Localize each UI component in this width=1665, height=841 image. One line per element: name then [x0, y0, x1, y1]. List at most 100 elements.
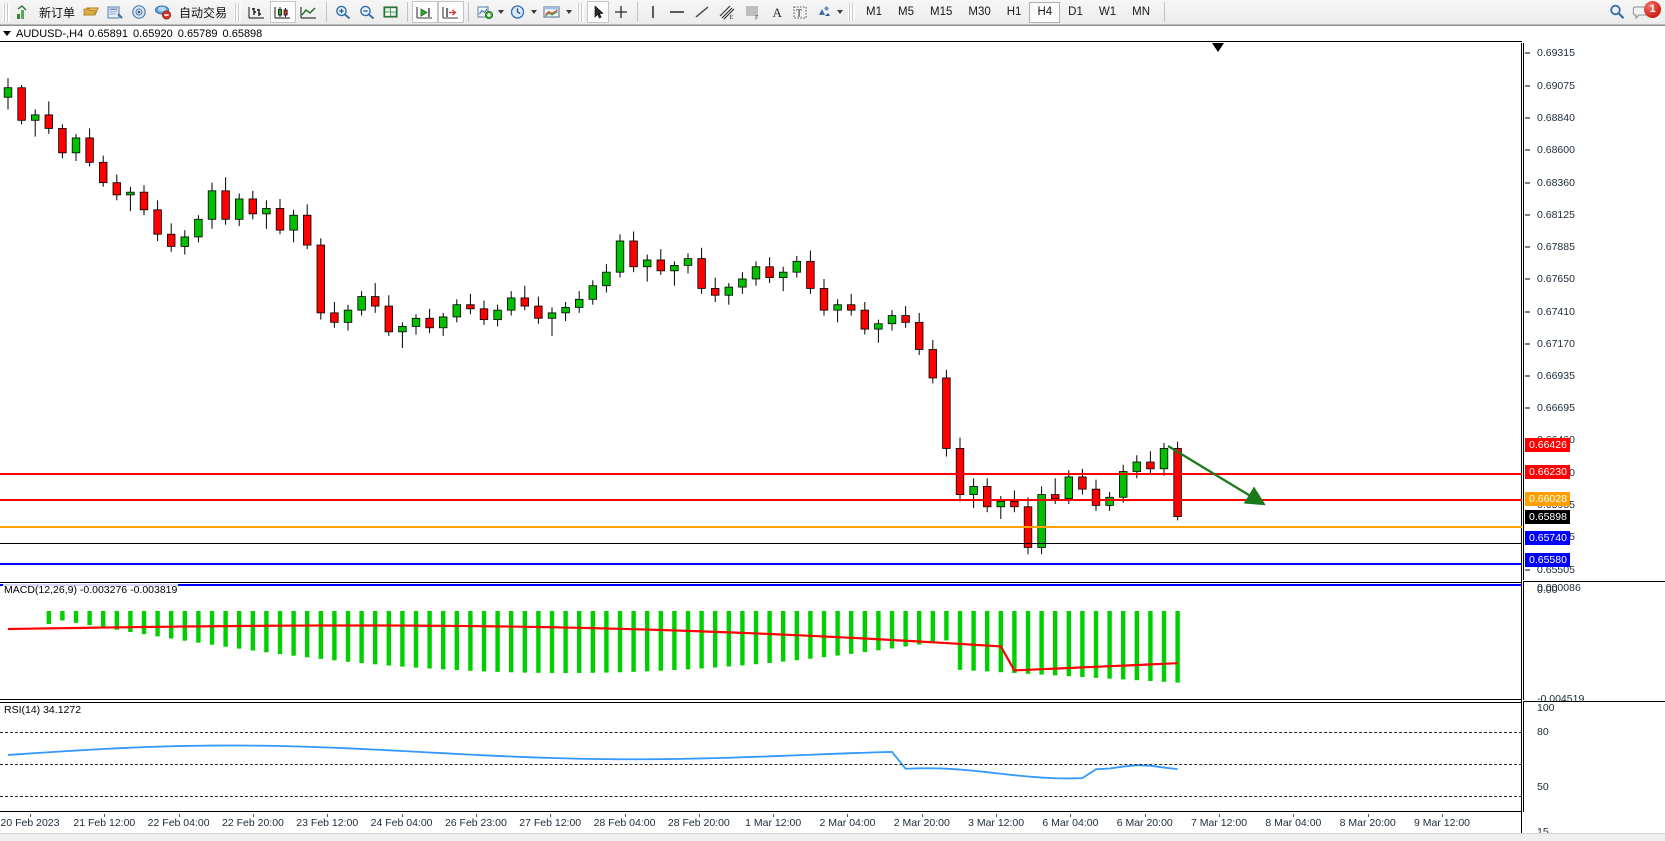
price-tick-mark — [1525, 117, 1530, 119]
time-tick-label: 23 Feb 12:00 — [296, 817, 359, 829]
autotrade-label[interactable]: 自动交易 — [179, 5, 228, 20]
svg-text:F: F — [755, 16, 759, 21]
price-axis[interactable]: 0.69315 0.69075 0.68840 0.68600 0.68360 0.681… — [1523, 43, 1665, 841]
price-level-tag[interactable]: 0.66426 — [1525, 437, 1570, 452]
toolbar-grip-2[interactable] — [234, 2, 242, 22]
time-tick-label: 8 Mar 04:00 — [1265, 817, 1322, 829]
trend-arrow-annotation[interactable] — [0, 43, 1522, 580]
text-label-icon[interactable]: T — [788, 1, 812, 23]
indicators-icon[interactable] — [473, 1, 497, 23]
rsi-series — [7, 744, 1178, 780]
timeframe-m1[interactable]: M1 — [866, 6, 883, 18]
time-tick-mark — [327, 814, 329, 817]
search-icon[interactable] — [1605, 1, 1629, 23]
new-order-label[interactable]: 新订单 — [39, 5, 76, 20]
time-tick-mark — [847, 814, 849, 817]
time-tick-mark — [773, 814, 775, 817]
price-pane[interactable] — [0, 43, 1522, 586]
macd-series — [7, 611, 1180, 683]
chart-symbol-label: AUDUSD-,H4 — [16, 27, 84, 40]
tile-windows-icon[interactable] — [379, 1, 403, 23]
shapes-dropdown-caret[interactable] — [837, 10, 844, 14]
price-tick-mark — [1525, 182, 1530, 184]
timeframe-d1[interactable]: D1 — [1068, 6, 1083, 18]
price-tick-mark — [1525, 246, 1530, 248]
period-dropdown-caret[interactable] — [531, 10, 538, 14]
indicators-dropdown-caret[interactable] — [498, 10, 505, 14]
line-chart-icon[interactable] — [296, 1, 322, 23]
zoom-in-icon[interactable] — [331, 1, 355, 23]
toolbar-grip[interactable] — [3, 2, 10, 22]
shapes-icon[interactable] — [812, 1, 836, 23]
time-tick-mark — [550, 814, 552, 817]
time-tick-label: 3 Mar 12:00 — [968, 817, 1025, 829]
time-tick-mark — [1144, 814, 1146, 817]
text-icon[interactable]: A — [766, 1, 788, 23]
chart-window: AUDUSD-,H4 0.65891 0.65920 0.65789 0.658… — [0, 25, 1665, 841]
price-tick-label: 0.68840 — [1537, 111, 1575, 124]
bar-chart-icon[interactable] — [244, 1, 270, 23]
cursor-icon[interactable] — [587, 1, 610, 23]
chart-plot-area[interactable]: MACD(12,26,9) -0.003276 -0.003819 RSI(14… — [0, 43, 1522, 841]
price-level-tag[interactable]: 0.66028 — [1525, 491, 1570, 506]
timeframe-h4[interactable]: H4 — [1029, 1, 1061, 23]
templates-dropdown-caret[interactable] — [566, 10, 573, 14]
timeframe-w1[interactable]: W1 — [1098, 6, 1117, 18]
time-tick-mark — [475, 814, 477, 817]
chart-menu-caret-icon[interactable] — [3, 31, 11, 36]
time-tick-label: 8 Mar 20:00 — [1339, 817, 1396, 829]
timeframe-m15[interactable]: M15 — [930, 6, 953, 18]
level-line-066028 — [0, 526, 1522, 528]
time-tick-label: 6 Mar 04:00 — [1042, 817, 1099, 829]
price-level-tag[interactable]: 0.66230 — [1525, 464, 1570, 479]
price-level-tag[interactable]: 0.65740 — [1525, 530, 1570, 545]
time-tick-mark — [178, 814, 180, 817]
svg-text:E: E — [730, 15, 734, 20]
time-tick-label: 7 Mar 12:00 — [1191, 817, 1248, 829]
crosshair-icon[interactable] — [609, 1, 633, 23]
shift-end-icon[interactable] — [412, 1, 439, 23]
price-tick-label: 0.69315 — [1537, 47, 1575, 60]
navigator-icon[interactable] — [127, 1, 151, 23]
timeframe-m30[interactable]: M30 — [968, 6, 991, 18]
time-tick-mark — [921, 814, 923, 817]
macd-pane[interactable]: MACD(12,26,9) -0.003276 -0.003819 — [0, 582, 1522, 700]
folder-icon[interactable] — [79, 1, 103, 23]
timeframe-mn[interactable]: MN — [1132, 6, 1150, 18]
timeframe-h1[interactable]: H1 — [1006, 6, 1022, 18]
vertical-line-icon[interactable] — [642, 1, 664, 23]
main-toolbar: 新订单 — [0, 0, 1665, 25]
time-tick-mark — [252, 814, 254, 817]
horizontal-line-icon[interactable] — [664, 1, 690, 23]
price-level-tag[interactable]: 0.65898 — [1525, 509, 1570, 524]
level-line-066230 — [0, 499, 1522, 501]
alerts-count-badge[interactable]: 1 — [1644, 0, 1661, 18]
toolbar-grip-4[interactable] — [848, 2, 856, 22]
rsi-pane[interactable]: RSI(14) 34.1272 — [0, 702, 1522, 812]
price-tick-mark — [1525, 569, 1530, 571]
new-order-button[interactable] — [13, 1, 35, 23]
toolbar-grip-3[interactable] — [577, 2, 585, 22]
horizontal-scrollbar[interactable] — [0, 833, 1665, 841]
timeframe-m5[interactable]: M5 — [898, 6, 914, 18]
autotrade-icon[interactable] — [151, 1, 175, 23]
price-tick-label: 0.65505 — [1537, 563, 1575, 576]
zoom-out-icon[interactable] — [355, 1, 379, 23]
rsi-level-50 — [0, 764, 1522, 765]
trendline-icon[interactable] — [690, 1, 714, 23]
price-tick-mark — [1525, 85, 1530, 87]
time-axis[interactable]: 20 Feb 2023 21 Feb 12:00 22 Feb 04:00 22 Fe… — [0, 814, 1522, 841]
equidistant-channel-icon[interactable]: E — [714, 1, 740, 23]
price-level-tag[interactable]: 0.65580 — [1525, 552, 1570, 567]
time-tick-mark — [104, 814, 106, 817]
templates-icon[interactable] — [539, 1, 565, 23]
fibonacci-icon[interactable]: F — [740, 1, 766, 23]
period-clock-icon[interactable] — [506, 1, 530, 23]
axis-separator — [1523, 581, 1665, 582]
candlestick-chart-icon[interactable] — [270, 1, 297, 23]
auto-scroll-icon[interactable] — [438, 1, 465, 23]
time-tick-label: 2 Mar 20:00 — [893, 817, 950, 829]
level-line-065898 — [0, 543, 1522, 544]
time-tick-mark — [1367, 814, 1369, 817]
data-window-icon[interactable] — [103, 1, 127, 23]
